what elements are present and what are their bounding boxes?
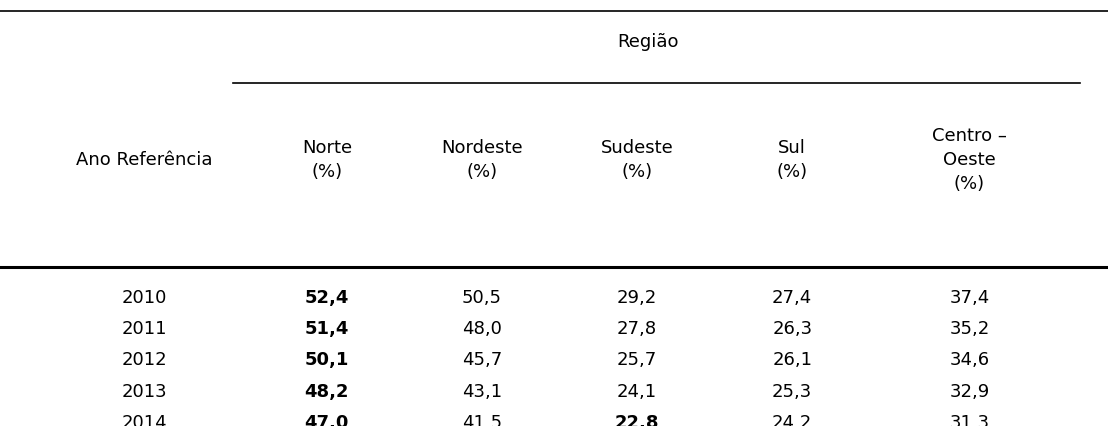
Text: 25,3: 25,3 (772, 383, 812, 401)
Text: 35,2: 35,2 (950, 320, 989, 338)
Text: 48,2: 48,2 (305, 383, 349, 401)
Text: 41,5: 41,5 (462, 414, 502, 426)
Text: 45,7: 45,7 (462, 351, 502, 369)
Text: 51,4: 51,4 (305, 320, 349, 338)
Text: Norte
(%): Norte (%) (301, 139, 352, 181)
Text: 32,9: 32,9 (950, 383, 989, 401)
Text: Sul
(%): Sul (%) (777, 139, 808, 181)
Text: Ano Referência: Ano Referência (75, 151, 213, 169)
Text: 2011: 2011 (121, 320, 167, 338)
Text: Sudeste
(%): Sudeste (%) (601, 139, 674, 181)
Text: 43,1: 43,1 (462, 383, 502, 401)
Text: 26,1: 26,1 (772, 351, 812, 369)
Text: 2012: 2012 (121, 351, 167, 369)
Text: 48,0: 48,0 (462, 320, 502, 338)
Text: Centro –
Oeste
(%): Centro – Oeste (%) (932, 127, 1007, 193)
Text: 24,2: 24,2 (772, 414, 812, 426)
Text: 31,3: 31,3 (950, 414, 989, 426)
Text: 50,5: 50,5 (462, 289, 502, 307)
Text: Região: Região (617, 33, 679, 51)
Text: 2010: 2010 (122, 289, 166, 307)
Text: 27,8: 27,8 (617, 320, 657, 338)
Text: 34,6: 34,6 (950, 351, 989, 369)
Text: 25,7: 25,7 (617, 351, 657, 369)
Text: 24,1: 24,1 (617, 383, 657, 401)
Text: 52,4: 52,4 (305, 289, 349, 307)
Text: 27,4: 27,4 (772, 289, 812, 307)
Text: 29,2: 29,2 (617, 289, 657, 307)
Text: 47,0: 47,0 (305, 414, 349, 426)
Text: 22,8: 22,8 (615, 414, 659, 426)
Text: 2013: 2013 (121, 383, 167, 401)
Text: 26,3: 26,3 (772, 320, 812, 338)
Text: 2014: 2014 (121, 414, 167, 426)
Text: Nordeste
(%): Nordeste (%) (441, 139, 523, 181)
Text: 37,4: 37,4 (950, 289, 989, 307)
Text: 50,1: 50,1 (305, 351, 349, 369)
